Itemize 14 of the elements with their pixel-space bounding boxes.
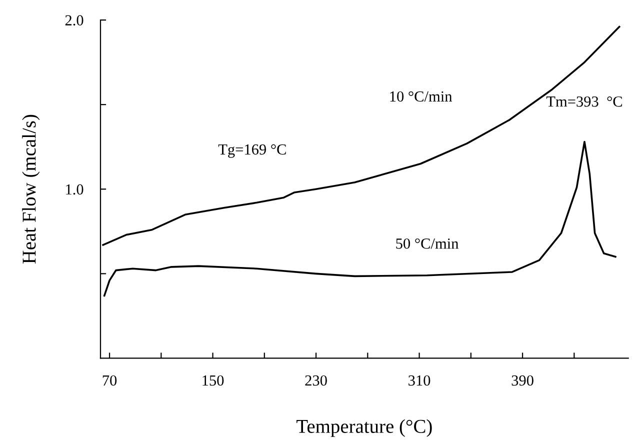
text: 10 °C/min xyxy=(390,91,452,102)
annotation: Tg=169 °C xyxy=(218,144,286,158)
y-tick-label: 1.0 xyxy=(66,184,84,195)
series-label: 50 °C/min xyxy=(396,238,458,249)
x-axis-title: Temperature (°C) xyxy=(296,419,432,437)
x-tick-label: 150 xyxy=(202,375,224,386)
x-tick-label: 390 xyxy=(512,375,534,386)
y-axis-title: Heat Flow (mcal/s) xyxy=(22,114,40,264)
annotation: Tm=393 °C xyxy=(546,96,622,107)
x-tick-label: 230 xyxy=(305,375,327,386)
x-tick-label: 70 xyxy=(102,375,117,386)
x-tick-label: 310 xyxy=(408,375,430,386)
y-tick-label: 2.0 xyxy=(65,15,84,26)
line-series xyxy=(103,140,616,297)
